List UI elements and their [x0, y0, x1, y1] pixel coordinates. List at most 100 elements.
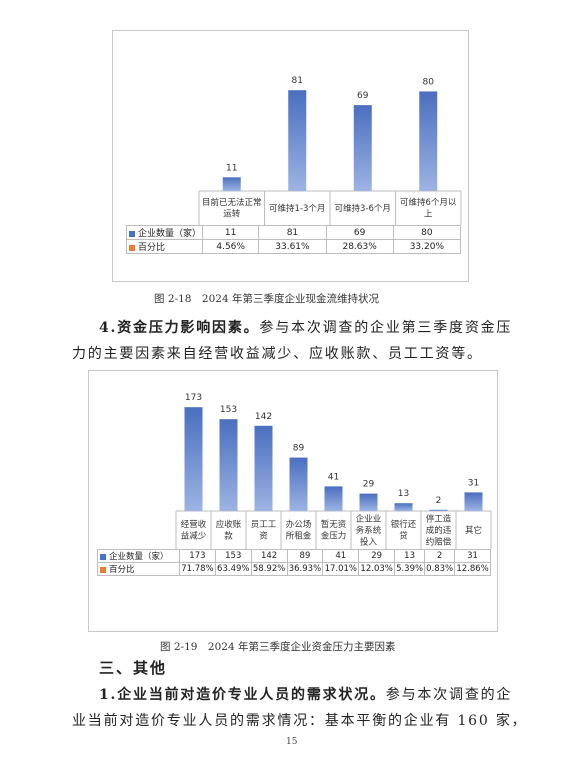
- paragraph-funding-pressure-line2: 力的主要因素来自经营收益减少、应收账款、员工工资等。: [72, 346, 483, 362]
- category-label: 益减少: [181, 531, 207, 542]
- category-label: 停工造: [426, 513, 452, 524]
- paragraph-funding-pressure-line1: 4.资金压力影响因素。参与本次调查的企业第三季度资金压: [99, 317, 512, 337]
- bar-value-label: 13: [398, 489, 409, 499]
- data-table-cell: 0.83%: [424, 562, 456, 576]
- category-label: 运转: [223, 209, 241, 220]
- data-table-row-count: 企业数量（家） 11 81 69 80: [126, 225, 462, 240]
- bar: [419, 91, 438, 191]
- legend-swatch: [100, 553, 106, 560]
- chart-cash-flow: 11 目前已无法正常 运转 81 可维持1-3个月 69 可维持3-6个月 80 可维持6个月以…: [112, 30, 469, 282]
- data-table-row-count: 企业数量（家） 173 153 142 89 41 29 13 2 31: [97, 549, 491, 563]
- data-table-cell: 36.93%: [286, 562, 324, 576]
- category-label: 可维持1-3个月: [269, 203, 325, 214]
- data-table-cell: 80: [392, 225, 462, 240]
- bar-value-label: 153: [220, 405, 237, 415]
- data-table-cell: 4.56%: [201, 239, 260, 254]
- category-label: 约赔偿: [426, 536, 452, 547]
- data-table-cell: 58.92%: [250, 562, 288, 576]
- data-table-cell: 11: [201, 225, 260, 240]
- legend-swatch: [100, 566, 106, 573]
- chart-cash-flow-data-table: 企业数量（家） 11 81 69 80 百分比 4.56% 33.61% 28.63% 33.20…: [126, 225, 462, 254]
- bar: [324, 486, 343, 511]
- data-table-cell: 89: [286, 549, 324, 563]
- category-label: 目前已无法正常: [202, 197, 262, 208]
- legend-label: 企业数量（家）: [109, 552, 169, 562]
- category-label: 可维持6个月以: [400, 197, 457, 208]
- category-label: 金压力: [321, 531, 347, 542]
- legend-swatch: [129, 230, 135, 237]
- data-table-cell: 2: [424, 549, 456, 563]
- legend-label: 百分比: [109, 565, 135, 575]
- data-table-row-percent: 百分比 4.56% 33.61% 28.63% 33.20%: [126, 239, 462, 254]
- data-table-row-header: 企业数量（家）: [97, 549, 180, 563]
- data-table-cell: 153: [214, 549, 252, 563]
- paragraph-funding-pressure-title: 4.资金压力影响因素。: [99, 320, 260, 336]
- figure-caption-2-18: 图 2-18 2024 年第三季度企业现金流维持状况: [154, 293, 379, 305]
- data-table-cell: 41: [322, 549, 360, 563]
- legend-label: 百分比: [138, 243, 166, 253]
- legend-swatch: [129, 244, 135, 251]
- bar-value-label: 173: [185, 393, 202, 403]
- category-label: 办公场: [286, 519, 312, 530]
- data-table-cell: 17.01%: [322, 562, 360, 576]
- data-table-row-header: 百分比: [97, 562, 180, 576]
- paragraph-demand-title: 1.企业当前对造价专业人员的需求状况。: [99, 687, 386, 703]
- page-number: 15: [286, 737, 298, 747]
- category-label: 经营收: [181, 519, 207, 530]
- category-label: 暂无资: [321, 519, 347, 530]
- category-label: 资: [259, 531, 268, 542]
- data-table-cell: 29: [358, 549, 396, 563]
- figure-caption-2-19: 图 2-19 2024 年第三季度企业资金压力主要因素: [160, 641, 396, 653]
- bar-value-label: 142: [255, 412, 272, 422]
- category-label: 贷: [399, 531, 408, 542]
- bar: [184, 407, 203, 511]
- bar: [394, 503, 413, 511]
- category-label: 应收账: [216, 519, 242, 530]
- chart-funding-pressure-data-table: 企业数量（家） 173 153 142 89 41 29 13 2 31 百分比 71.78% 63.4…: [97, 549, 491, 576]
- bar-value-label: 41: [328, 472, 339, 482]
- data-table-row-header: 百分比: [126, 239, 203, 254]
- data-table-cell: 5.39%: [394, 562, 426, 576]
- data-table-cell: 12.86%: [454, 562, 491, 576]
- paragraph-demand-line1: 1.企业当前对造价专业人员的需求状况。参与本次调查的企: [99, 684, 512, 704]
- paragraph-funding-pressure-text: 参与本次调查的企业第三季度资金压: [259, 320, 513, 336]
- category-label: 投入: [360, 536, 378, 547]
- data-table-cell: 142: [250, 549, 288, 563]
- bar: [254, 425, 273, 511]
- data-table-cell: 13: [394, 549, 426, 563]
- category-label: 企业业: [356, 513, 382, 524]
- data-table-cell: 81: [258, 225, 327, 240]
- bar-value-label: 89: [293, 444, 305, 454]
- data-table-cell: 28.63%: [325, 239, 394, 254]
- data-table-cell: 63.49%: [214, 562, 252, 576]
- paragraph-demand-line2: 业当前对造价专业人员的需求情况：基本平衡的企业有 160 家，: [72, 713, 528, 729]
- bar-value-label: 11: [226, 163, 237, 173]
- data-table-cell: 31: [454, 549, 491, 563]
- data-table-cell: 33.61%: [258, 239, 327, 254]
- paragraph-demand-text: 参与本次调查的企: [385, 687, 513, 703]
- category-label: 成的违: [426, 525, 452, 536]
- legend-label: 企业数量（家）: [138, 229, 202, 239]
- bar-value-label: 29: [363, 480, 375, 490]
- bar: [359, 493, 378, 511]
- category-label: 其它: [465, 525, 482, 536]
- bar-value-label: 31: [468, 478, 479, 488]
- bar-value-label: 81: [292, 76, 303, 86]
- category-label: 所租金: [286, 531, 312, 542]
- bar: [464, 492, 483, 511]
- category-label: 员工工: [251, 520, 277, 530]
- bar-value-label: 2: [436, 496, 442, 506]
- category-label: 上: [424, 210, 433, 220]
- data-table-cell: 33.20%: [392, 239, 462, 254]
- bar: [219, 419, 238, 511]
- data-table-row-header: 企业数量（家）: [126, 225, 203, 240]
- category-label: 银行还: [391, 519, 417, 530]
- data-table-cell: 71.78%: [179, 562, 216, 576]
- bar-value-label: 69: [357, 91, 369, 101]
- data-table-cell: 173: [179, 549, 216, 563]
- category-label: 款: [224, 531, 233, 542]
- data-table-cell: 69: [325, 225, 394, 240]
- section-heading-other: 三、其他: [99, 659, 168, 677]
